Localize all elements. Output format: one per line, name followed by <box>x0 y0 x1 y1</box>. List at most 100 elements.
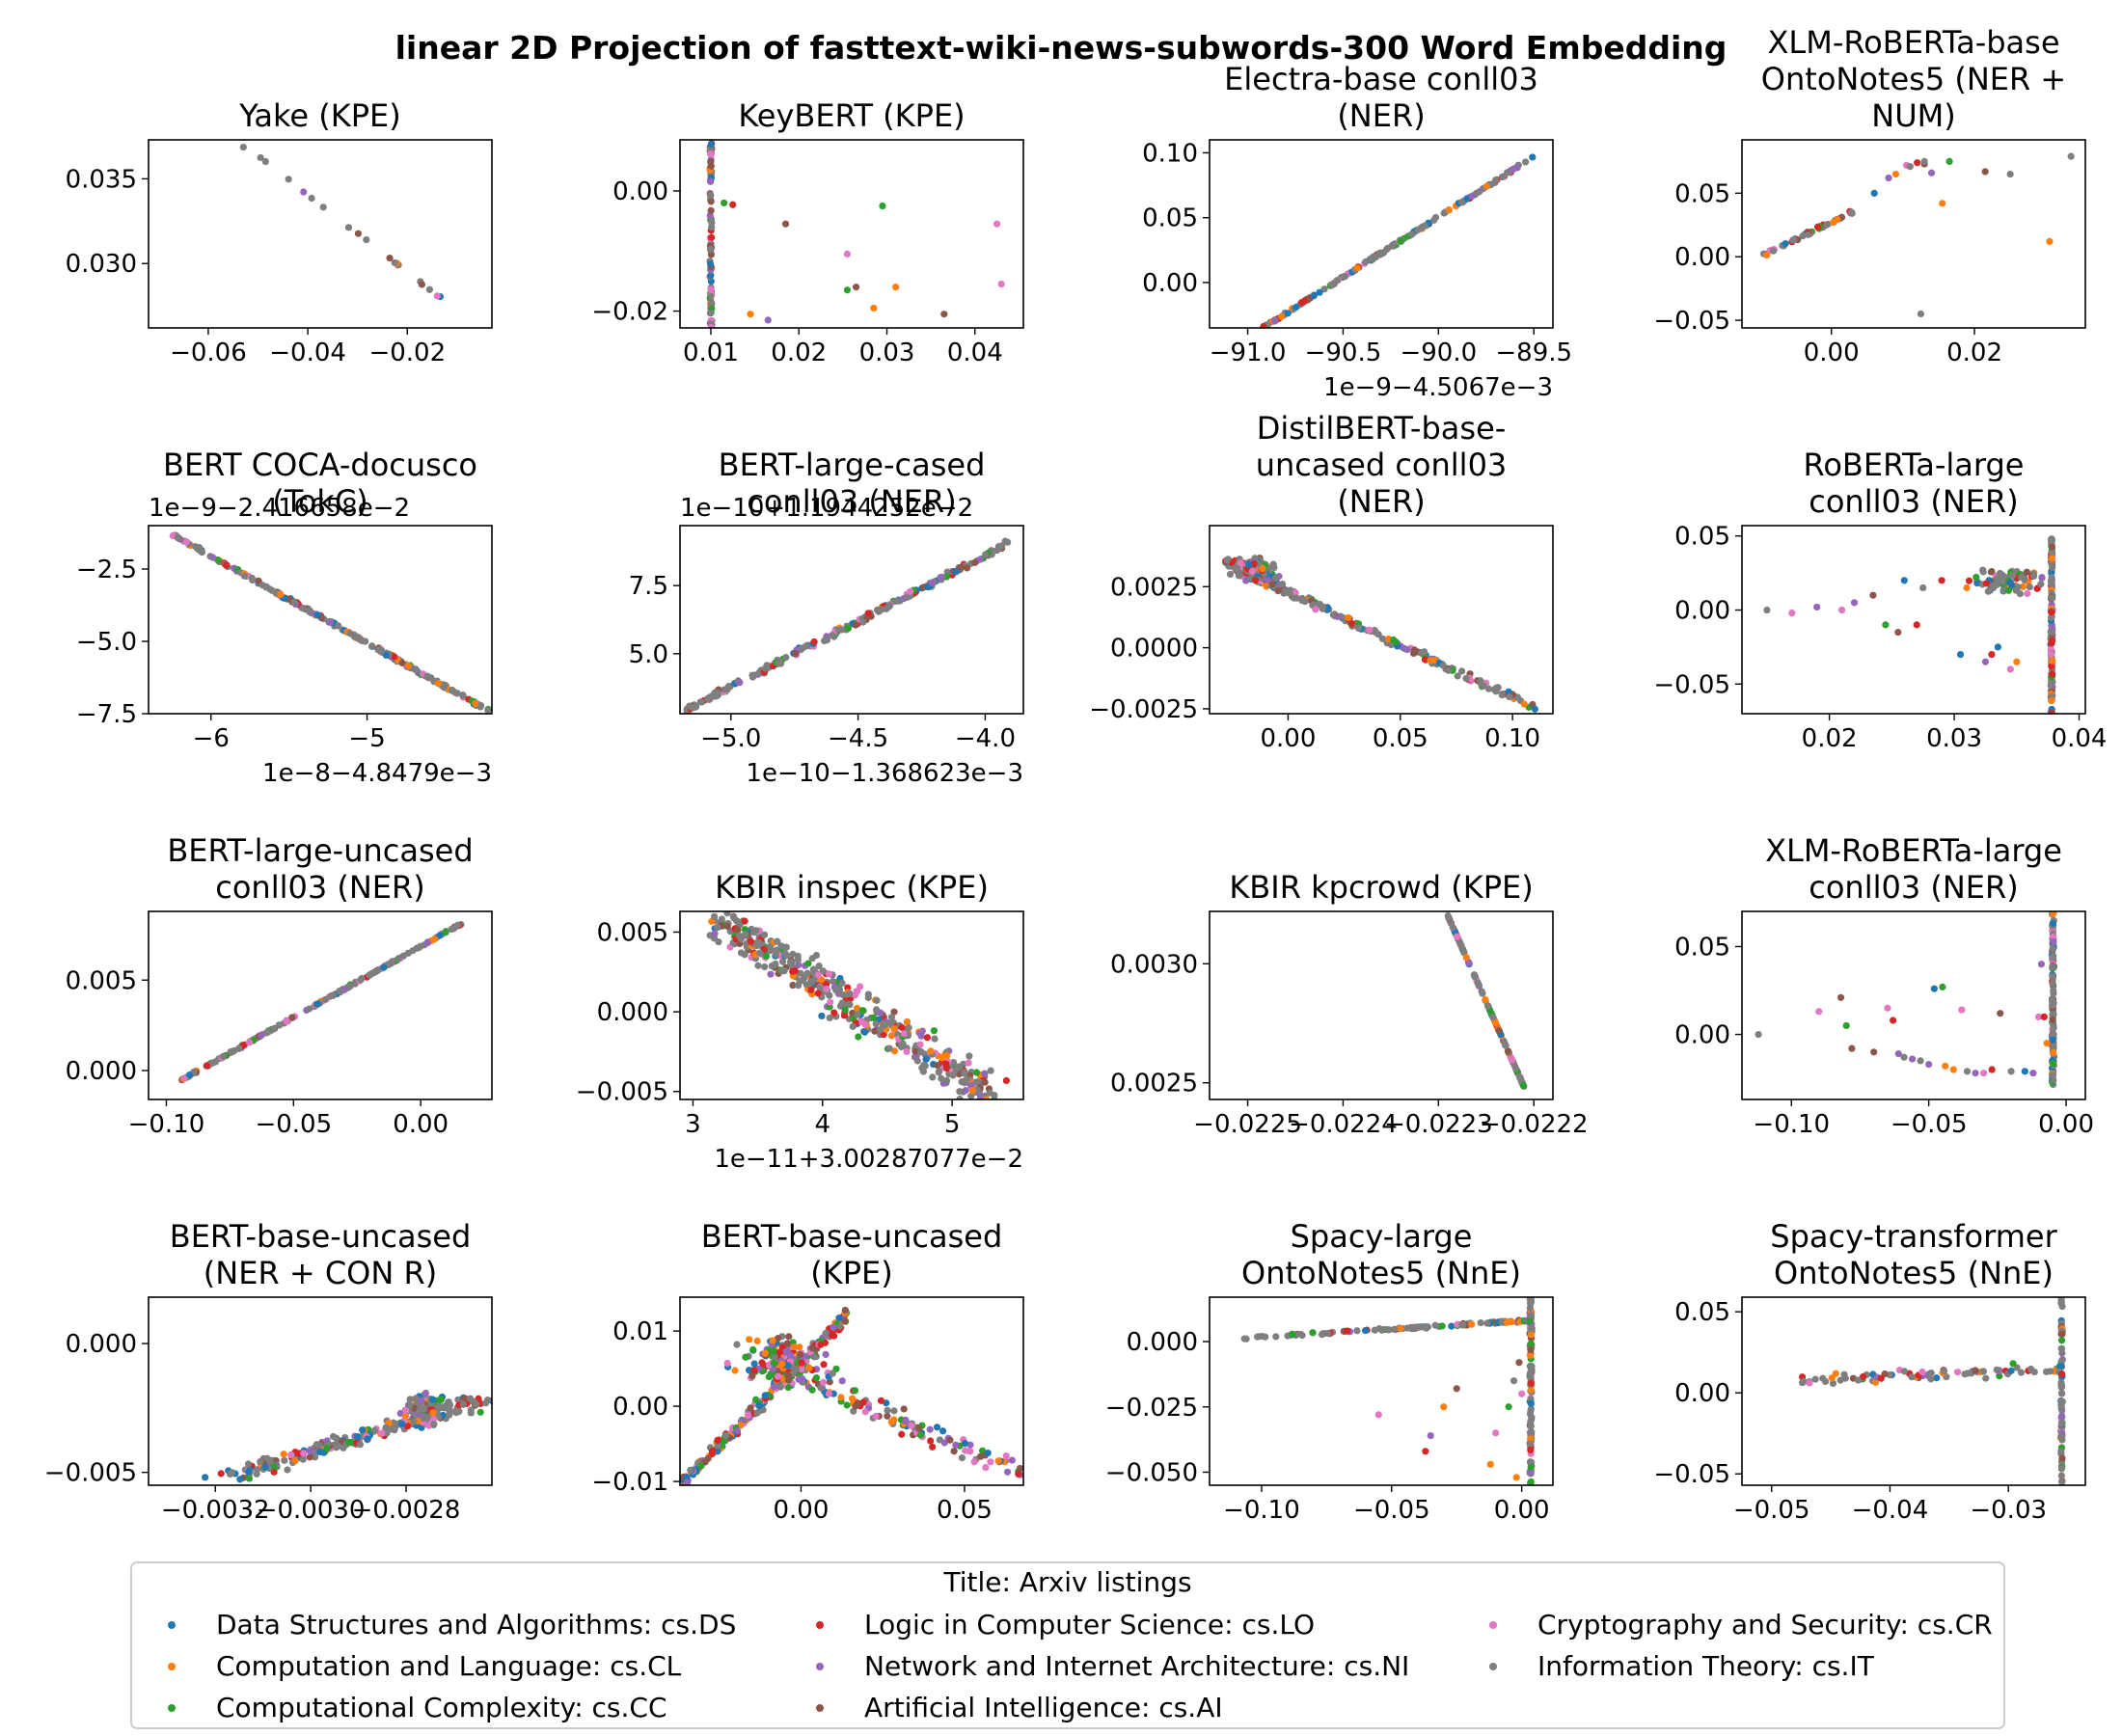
data-point <box>1518 1390 1526 1397</box>
data-point <box>1512 1474 1520 1481</box>
x-tick-label: 5 <box>944 1110 961 1139</box>
data-point <box>2037 581 2045 588</box>
data-point <box>1526 1458 1535 1466</box>
data-point <box>859 1398 867 1406</box>
data-point <box>382 651 391 660</box>
subplot-title: KBIR kpcrowd (KPE) <box>1229 869 1533 906</box>
data-point <box>1474 979 1482 987</box>
data-point <box>1483 1319 1491 1327</box>
data-point <box>838 979 846 987</box>
data-point <box>245 1039 254 1046</box>
data-point <box>1525 1317 1534 1325</box>
data-point <box>2057 1465 2065 1473</box>
data-point <box>368 642 376 650</box>
data-point <box>864 610 872 617</box>
data-point <box>2007 1367 2015 1374</box>
data-point <box>905 1023 912 1032</box>
data-point <box>972 1069 981 1076</box>
data-point <box>789 967 797 975</box>
data-point <box>1956 650 1965 659</box>
data-point <box>937 574 944 582</box>
data-point <box>986 1089 993 1097</box>
data-point <box>2050 933 2057 941</box>
data-point <box>235 1044 243 1052</box>
data-point <box>1979 1368 1987 1375</box>
data-point <box>281 1456 288 1464</box>
data-point <box>707 191 715 200</box>
axes-frame <box>1741 1296 2086 1486</box>
data-point <box>2056 1362 2065 1370</box>
data-point <box>313 611 321 619</box>
data-point <box>820 1361 828 1369</box>
data-point <box>185 1071 194 1079</box>
data-point <box>2049 972 2056 980</box>
data-point <box>963 1076 970 1084</box>
data-point <box>1329 611 1337 619</box>
data-point <box>887 1014 896 1021</box>
y-tick-label: 0.005 <box>597 918 668 947</box>
data-point <box>2049 963 2056 971</box>
y-tick-label: 0.0000 <box>1110 635 1198 664</box>
data-point <box>735 932 744 940</box>
data-point <box>2048 628 2056 636</box>
scatter-points <box>1755 911 2058 1089</box>
data-point <box>1891 170 1900 178</box>
data-point <box>859 618 867 626</box>
data-point <box>1378 1326 1386 1334</box>
data-point <box>775 1348 783 1356</box>
data-point <box>2048 609 2055 616</box>
data-point <box>733 917 742 925</box>
data-point <box>812 1374 821 1382</box>
x-tick-label: −0.0222 <box>1480 1110 1589 1139</box>
data-point <box>1988 1066 1996 1073</box>
data-point <box>1421 222 1428 230</box>
data-point <box>926 1425 934 1433</box>
data-point <box>777 942 785 950</box>
data-point <box>2043 1040 2051 1047</box>
data-point <box>1370 253 1377 260</box>
data-point <box>857 1017 865 1026</box>
data-point <box>459 692 467 699</box>
data-point <box>264 1027 272 1036</box>
data-point <box>852 284 860 291</box>
y-tick-label: −0.05 <box>1653 670 1730 699</box>
data-point <box>851 1387 859 1395</box>
data-point <box>890 1008 898 1016</box>
data-point <box>1850 599 1859 607</box>
data-point <box>987 1067 994 1074</box>
y-tick-label: −0.025 <box>1105 1394 1198 1423</box>
data-point <box>484 706 492 714</box>
data-point <box>837 1394 845 1401</box>
legend-marker <box>168 1704 176 1712</box>
legend-item: Computation and Language: cs.CL <box>168 1650 682 1682</box>
data-point <box>2048 709 2055 714</box>
data-point <box>2058 1478 2066 1485</box>
data-point <box>430 1421 438 1428</box>
x-tick-label: −0.10 <box>1753 1110 1830 1139</box>
data-point <box>2050 1048 2057 1057</box>
data-point <box>708 1448 717 1455</box>
data-point <box>466 1395 475 1402</box>
subplot-title: BERT-large-uncased <box>167 832 473 869</box>
data-point <box>1397 237 1404 245</box>
data-point <box>1813 603 1821 611</box>
data-point <box>481 1399 490 1407</box>
scatter-points <box>680 1306 1023 1492</box>
y-tick-label: 0.05 <box>1674 179 1730 208</box>
data-point <box>846 990 854 997</box>
data-point <box>422 1389 429 1397</box>
subplot-title: Spacy-large <box>1291 1218 1473 1255</box>
y-offset-label: 1e−10+1.1944252e−2 <box>680 494 973 523</box>
data-point <box>1300 297 1309 305</box>
data-point <box>1822 221 1830 230</box>
legend-item: Cryptography and Security: cs.CR <box>1489 1609 1993 1641</box>
data-point <box>939 1427 947 1435</box>
data-point <box>1842 1021 1850 1030</box>
data-point <box>731 1367 739 1374</box>
data-point <box>680 1485 687 1492</box>
data-point <box>877 1009 884 1017</box>
data-point <box>1526 1304 1534 1312</box>
subplot-3: Electra-base conll03(NER) −91.0 −90.5 −90.0… <box>1142 61 1572 402</box>
data-point <box>1894 1050 1902 1058</box>
data-point <box>394 955 402 963</box>
